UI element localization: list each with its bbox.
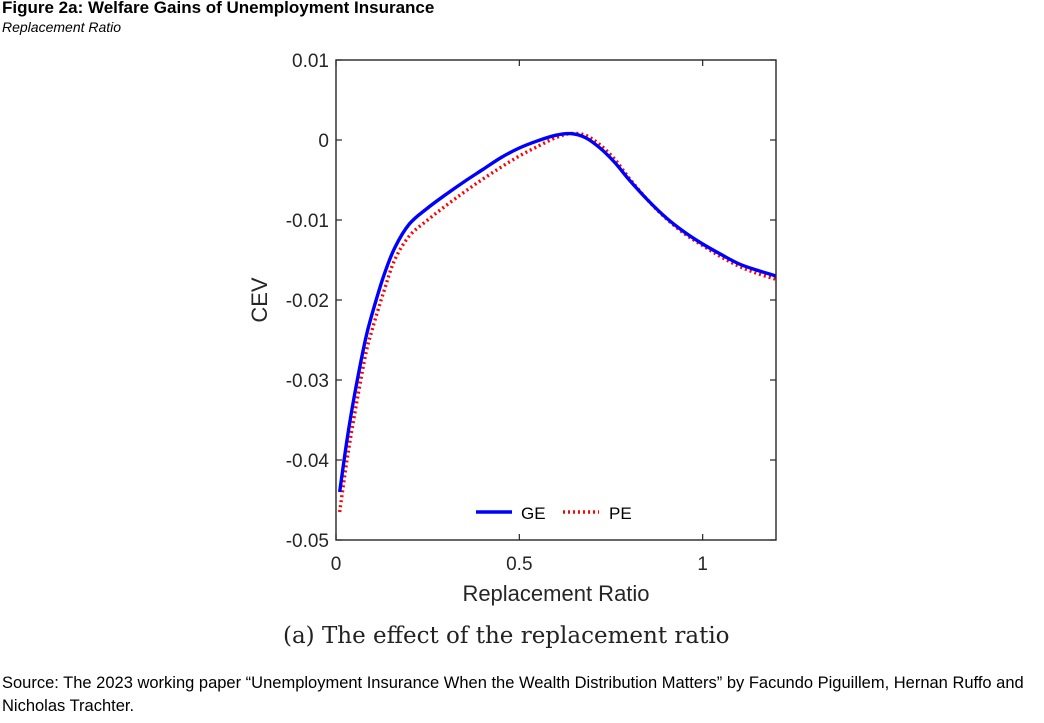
y-tick-label: 0 (318, 131, 329, 152)
legend-label-pe: PE (609, 504, 632, 523)
plot-area (336, 60, 776, 540)
y-tick-label: -0.02 (286, 291, 329, 312)
legend-label-ge: GE (521, 504, 546, 523)
plot-frame (335, 59, 777, 541)
y-tick-label: -0.03 (286, 371, 329, 392)
x-tick-label: 0.5 (506, 554, 532, 575)
y-tick-label: 0.01 (292, 51, 329, 72)
y-axis-label: CEV (247, 277, 272, 323)
x-axis-label: Replacement Ratio (462, 581, 649, 606)
x-tick-label: 0 (331, 554, 342, 575)
series-line-ge (337, 131, 777, 493)
figure-title: Figure 2a: Welfare Gains of Unemployment… (2, 0, 435, 17)
series-layer (337, 131, 777, 513)
y-axis-ticks: 0.01 0 -0.01 -0.02 -0.03 -0.04 -0.05 (286, 51, 776, 552)
legend: GE PE (476, 504, 632, 523)
y-tick-label: -0.05 (286, 531, 329, 552)
y-tick-label: -0.01 (286, 211, 329, 232)
y-tick-label: -0.04 (286, 451, 330, 472)
figure-subtitle: Replacement Ratio (2, 19, 122, 35)
line-chart: 0.01 0 -0.01 -0.02 -0.03 -0.04 -0.05 0 0.5 1 Rep… (247, 51, 777, 606)
figure-caption: (a) The effect of the replacement ratio (283, 623, 730, 649)
x-tick-label: 1 (697, 554, 708, 575)
source-note: Source: The 2023 working paper “Unemploy… (2, 674, 1024, 715)
